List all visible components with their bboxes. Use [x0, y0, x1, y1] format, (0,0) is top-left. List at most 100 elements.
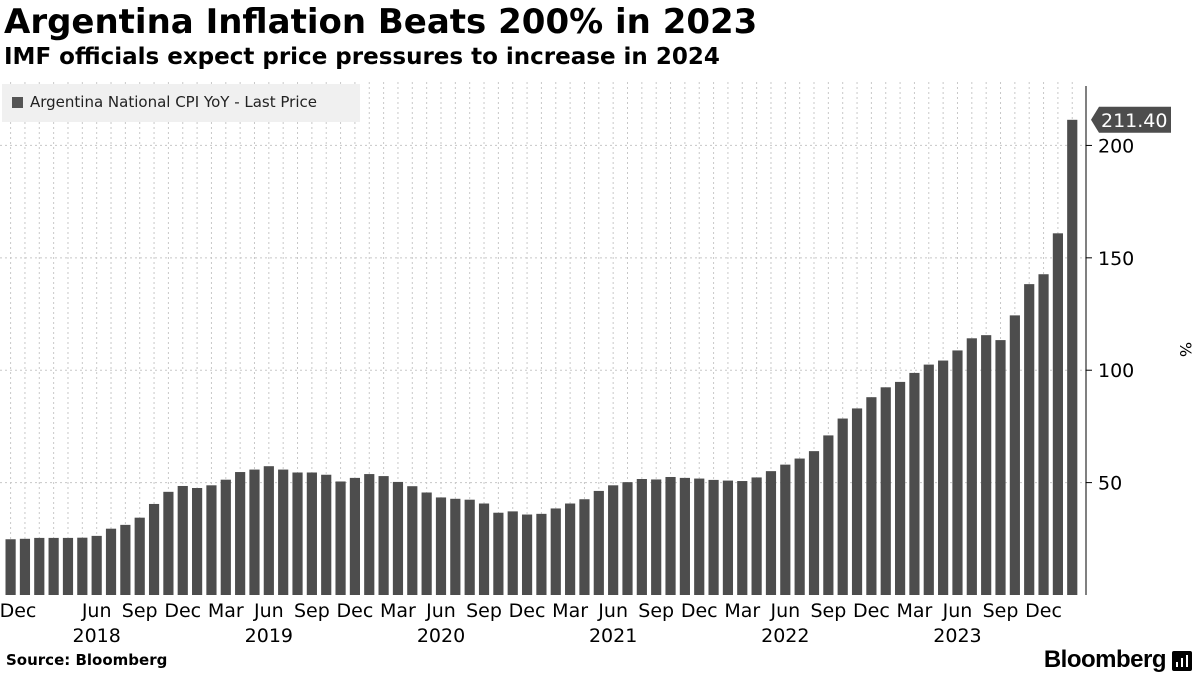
bar — [565, 503, 576, 595]
bar — [1067, 119, 1078, 595]
x-tick-label: Sep — [466, 600, 502, 622]
bar — [5, 539, 16, 595]
bar — [909, 372, 920, 595]
x-year-label: 2022 — [761, 625, 809, 647]
x-tick-label: Jun — [81, 600, 112, 622]
x-tick-label: Dec — [1025, 600, 1062, 622]
bar — [894, 381, 906, 595]
bar — [335, 481, 346, 595]
legend: Argentina National CPI YoY - Last Price — [2, 84, 360, 122]
bloomberg-chart-icon — [1172, 651, 1192, 671]
bar — [278, 469, 289, 595]
bar — [1024, 284, 1035, 595]
bar — [521, 514, 533, 595]
bar — [349, 477, 361, 595]
bar — [105, 528, 117, 595]
bar — [249, 469, 260, 595]
x-tick-label: Sep — [810, 600, 846, 622]
x-tick-label: Dec — [164, 600, 201, 622]
bar — [478, 503, 490, 595]
x-tick-label: Mar — [208, 600, 244, 622]
x-year-label: 2021 — [589, 625, 637, 647]
bar — [220, 479, 231, 595]
x-tick-label: Jun — [597, 600, 628, 622]
x-tick-label: Mar — [380, 600, 416, 622]
bar — [722, 480, 734, 595]
bar — [464, 499, 475, 595]
x-tick-label: Jun — [425, 600, 456, 622]
x-tick-label: Sep — [122, 600, 158, 622]
legend-swatch — [12, 97, 23, 108]
x-tick-label: Dec — [0, 600, 36, 622]
bar — [780, 464, 791, 595]
bar — [1052, 233, 1063, 596]
x-tick-label: Jun — [253, 600, 284, 622]
bar — [321, 474, 332, 595]
bar — [851, 408, 863, 595]
bar — [177, 485, 188, 595]
x-tick-label: Mar — [552, 600, 588, 622]
bar — [306, 472, 317, 595]
last-value-callout — [1091, 106, 1171, 133]
bar — [378, 476, 389, 595]
x-tick-label: Sep — [983, 600, 1019, 622]
y-tick-label: 100 — [1098, 360, 1134, 382]
bar — [550, 508, 561, 595]
x-tick-label: Mar — [897, 600, 933, 622]
chart-title: Argentina Inflation Beats 200% in 2023 — [4, 2, 758, 42]
bar — [34, 537, 45, 595]
bar — [593, 490, 604, 595]
bar — [995, 340, 1006, 595]
legend-label: Argentina National CPI YoY - Last Price — [30, 93, 317, 111]
bar — [866, 397, 877, 595]
chart-subtitle: IMF officials expect price pressures to … — [4, 44, 720, 70]
source-note: Source: Bloomberg — [6, 651, 168, 669]
bar — [923, 364, 934, 595]
bar — [450, 498, 461, 595]
bar — [966, 338, 977, 595]
bar — [407, 486, 418, 595]
bar — [292, 472, 303, 595]
x-tick-label: Dec — [337, 600, 374, 622]
x-tick-label: Jun — [942, 600, 973, 622]
x-year-label: 2019 — [245, 625, 293, 647]
x-tick-label: Dec — [853, 600, 890, 622]
y-tick-label: 150 — [1098, 248, 1134, 270]
bar — [364, 474, 375, 595]
bar — [737, 481, 748, 595]
bar — [952, 350, 963, 595]
bar — [622, 482, 633, 595]
x-year-label: 2023 — [933, 625, 981, 647]
bar — [507, 511, 518, 595]
bar — [392, 481, 404, 595]
bar — [694, 478, 705, 595]
bar — [77, 537, 88, 595]
bar — [206, 485, 217, 595]
bar — [48, 537, 59, 595]
bar — [708, 479, 719, 595]
bar — [751, 477, 762, 595]
bloomberg-logo: Bloomberg — [1043, 646, 1167, 673]
bar — [608, 485, 619, 595]
x-tick-label: Sep — [638, 600, 674, 622]
x-tick-label: Dec — [681, 600, 718, 622]
bar — [19, 538, 31, 595]
bar — [163, 491, 174, 595]
bar — [794, 458, 805, 595]
bar — [808, 451, 820, 595]
bar — [765, 471, 777, 595]
bar — [235, 472, 246, 595]
bar — [938, 360, 949, 595]
bar — [636, 479, 647, 595]
bar — [651, 479, 662, 595]
bar — [665, 476, 676, 595]
bar — [1038, 274, 1049, 595]
y-tick-label: 200 — [1098, 135, 1134, 157]
x-tick-label: Jun — [769, 600, 800, 622]
x-tick-label: Mar — [724, 600, 760, 622]
bar — [837, 418, 848, 595]
x-tick-label: Dec — [509, 600, 546, 622]
bar — [192, 488, 203, 595]
last-value-label: 211.40 — [1101, 110, 1167, 132]
